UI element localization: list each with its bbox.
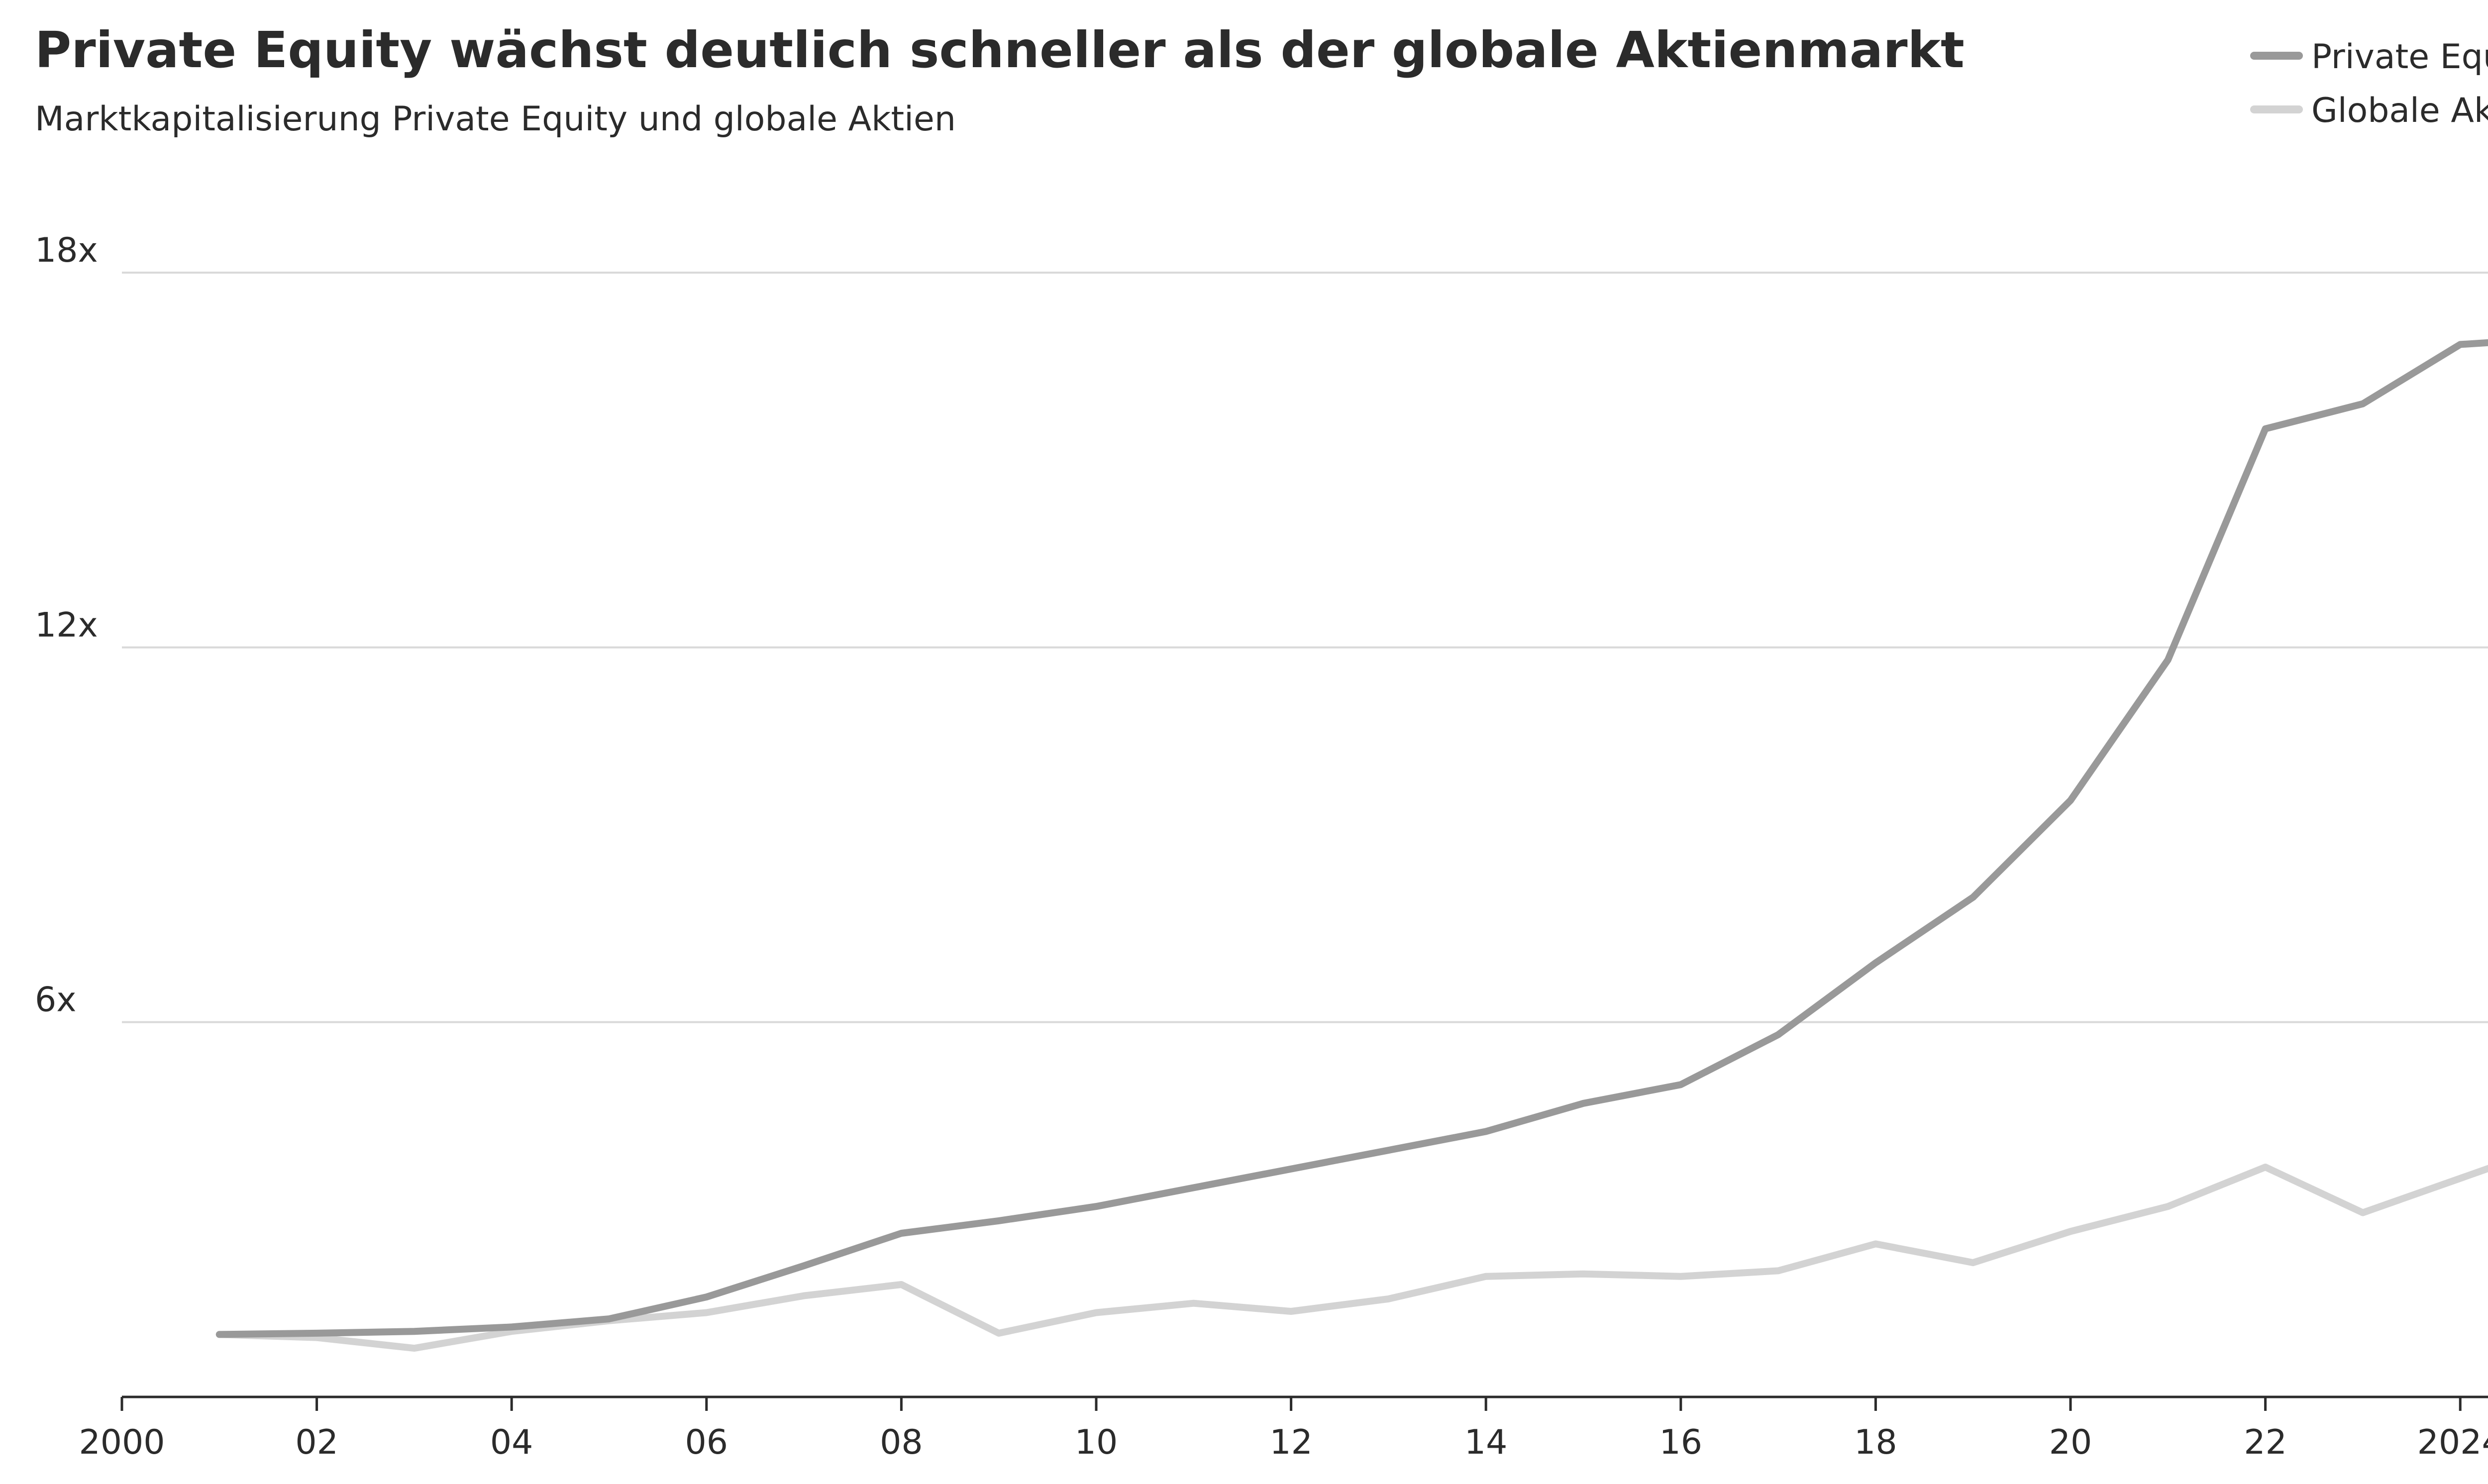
x-tick-label: 20 <box>2049 1423 2092 1462</box>
y-tick-label: 12x <box>35 605 98 645</box>
legend-label-globale-aktien: Globale Aktien <box>2311 91 2488 130</box>
chart-subtitle: Marktkapitalisierung Private Equity und … <box>35 99 956 139</box>
x-axis: 2000 02 04 06 08 10 12 14 16 18 20 22 2024 <box>79 1395 2488 1462</box>
y-tick-label: 6x <box>35 981 77 1020</box>
legend-item-globale-aktien: Globale Aktien <box>2250 91 2488 130</box>
x-tick-label: 06 <box>685 1423 728 1462</box>
legend-item-private-equity: Private Equity <box>2250 37 2488 77</box>
y-axis-ticks: 6x 12x 18x <box>35 231 98 1020</box>
x-tick-label: 10 <box>1075 1423 1118 1462</box>
x-tick-label: 12 <box>1269 1423 1313 1462</box>
series-line-globale-aktien <box>215 1164 2488 1352</box>
x-tick-label: 04 <box>490 1423 533 1462</box>
y-tick-label: 18x <box>35 231 98 270</box>
chart-title: Private Equity wächst deutlich schneller… <box>35 21 1965 79</box>
grid-layer <box>122 272 2488 1023</box>
x-tick-label: 16 <box>1659 1423 1703 1462</box>
x-tick-label: 08 <box>880 1423 923 1462</box>
x-tick-label: 2000 <box>79 1423 165 1462</box>
legend-label-private-equity: Private Equity <box>2311 37 2488 77</box>
x-tick-label: 22 <box>2244 1423 2287 1462</box>
series-line-private-equity <box>215 339 2488 1338</box>
x-tick-label: 2024 <box>2417 1423 2488 1462</box>
x-tick-label: 14 <box>1464 1423 1508 1462</box>
x-tick-label: 18 <box>1854 1423 1897 1462</box>
series-layer <box>215 339 2488 1352</box>
legend: Private Equity Globale Aktien <box>2250 37 2488 130</box>
x-tick-label: 02 <box>295 1423 338 1462</box>
